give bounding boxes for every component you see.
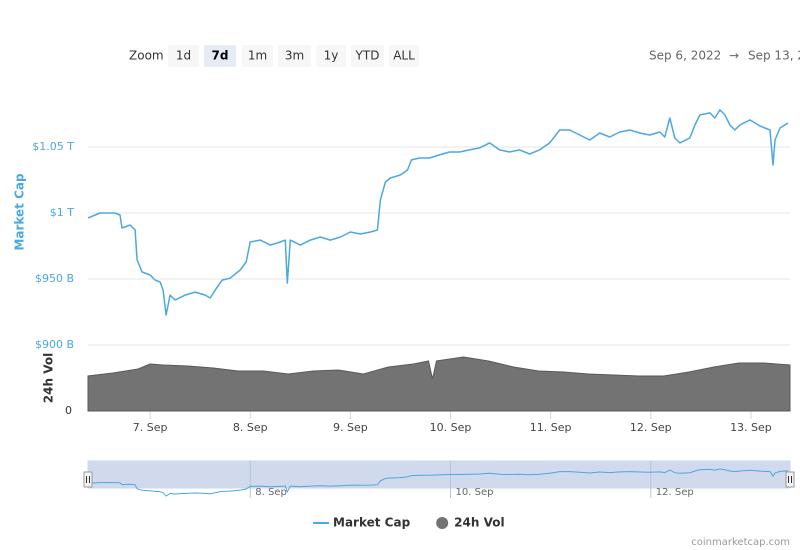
zoom-button[interactable] (242, 45, 273, 67)
legend-label[interactable]: 24h Vol (454, 516, 504, 530)
y-tick-label: $1.05 T (32, 140, 74, 153)
navigator-handle[interactable] (785, 471, 795, 488)
navigator-handle-grip[interactable] (788, 476, 792, 483)
navigator-tick-label: 10. Sep (456, 487, 494, 498)
navigator-handle-grip[interactable] (86, 476, 90, 483)
x-tick-label: 11. Sep (530, 421, 572, 434)
x-tick-label: 10. Sep (430, 421, 472, 434)
zoom-label: Zoom (129, 49, 164, 63)
x-tick-label: 12. Sep (630, 421, 672, 434)
zoom-button-label[interactable]: ALL (393, 49, 415, 63)
zoom-button-label[interactable]: 3m (285, 49, 304, 63)
credits[interactable]: coinmarketcap.com (691, 537, 790, 548)
zoom-button[interactable] (389, 45, 419, 67)
x-tick-label: 8. Sep (233, 421, 268, 434)
x-tick-label: 9. Sep (333, 421, 368, 434)
navigator-tick-label: 8. Sep (255, 487, 287, 498)
zoom-button-label[interactable]: YTD (355, 49, 380, 63)
y-tick-label: $950 B (35, 272, 74, 285)
range-separator: → (729, 49, 739, 63)
zoom-button[interactable] (204, 45, 236, 67)
zoom-button[interactable] (168, 45, 199, 67)
zoom-button[interactable] (278, 45, 311, 67)
y-axis-title: Market Cap (13, 173, 27, 251)
navigator-tick-label: 12. Sep (656, 487, 694, 498)
navigator-handle[interactable] (83, 471, 93, 488)
line-series (87, 109, 789, 316)
zoom-button-label[interactable]: 7d (212, 49, 229, 63)
zoom-button[interactable] (316, 45, 346, 67)
range-to[interactable]: Sep 13, 2022 (748, 49, 800, 63)
navigator-series (87, 468, 789, 497)
legend-label[interactable]: Market Cap (333, 516, 411, 530)
y2-tick-label: 0 (65, 404, 72, 417)
x-tick-label: 7. Sep (133, 421, 168, 434)
zoom-button[interactable] (351, 45, 384, 67)
zoom-button-label[interactable]: 1m (248, 49, 267, 63)
y-tick-label: $900 B (35, 338, 74, 351)
y2-axis-title: 24h Vol (42, 353, 56, 403)
range-from[interactable]: Sep 6, 2022 (649, 49, 721, 63)
y-tick-label: $1 T (50, 206, 74, 219)
x-tick-label: 13. Sep (730, 421, 772, 434)
zoom-button-label[interactable]: 1y (324, 49, 339, 63)
legend-symbol[interactable] (436, 517, 449, 529)
zoom-button-label[interactable]: 1d (176, 49, 191, 63)
area-series (87, 356, 791, 412)
